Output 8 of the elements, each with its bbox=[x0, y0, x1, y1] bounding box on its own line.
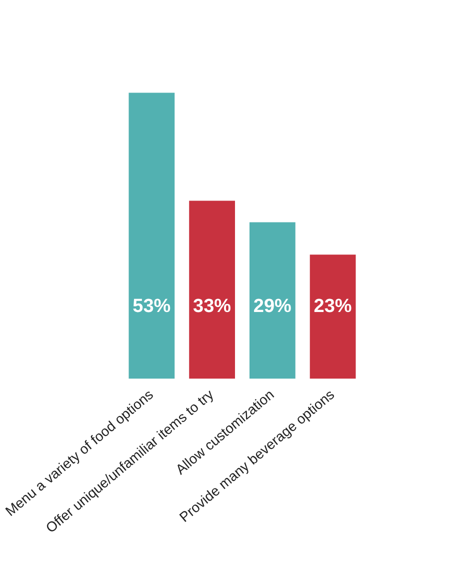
bar bbox=[249, 222, 296, 379]
bar bbox=[128, 92, 175, 379]
data-label: 53% bbox=[132, 296, 171, 317]
data-label: 33% bbox=[193, 296, 232, 317]
data-label: 23% bbox=[314, 296, 352, 317]
bar bbox=[310, 254, 356, 379]
data-label: 29% bbox=[253, 296, 292, 317]
bar bbox=[189, 200, 235, 379]
